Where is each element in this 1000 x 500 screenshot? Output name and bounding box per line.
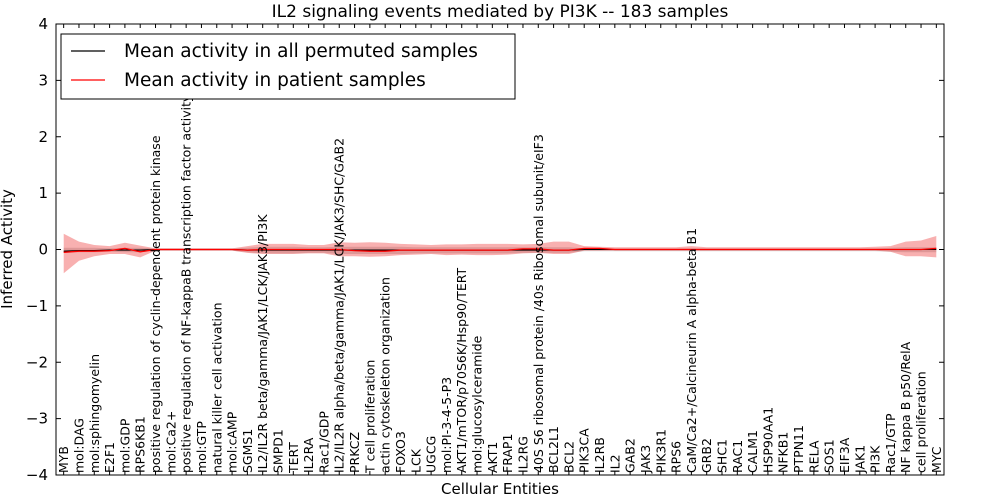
legend-label: Mean activity in all permuted samples xyxy=(124,41,478,62)
x-tick-label: NF kappa B p50/RelA xyxy=(898,341,913,473)
x-tick-label: RAC1 xyxy=(730,440,745,473)
x-tick-label: RELA xyxy=(806,440,821,473)
x-tick-label: cell proliferation xyxy=(914,371,929,473)
y-tick-label: 3 xyxy=(38,71,48,89)
x-tick-label: E2F1 xyxy=(102,442,117,473)
y-tick-label: 4 xyxy=(38,15,48,33)
y-tick-label: 0 xyxy=(38,241,48,259)
y-axis-label: Inferred Activity xyxy=(0,189,16,309)
x-tick-label: SMPD1 xyxy=(271,429,286,473)
x-tick-label: IL2RA xyxy=(301,437,316,473)
x-tick-label: HSP90AA1 xyxy=(760,407,775,473)
x-tick-label: SHC1 xyxy=(715,439,730,473)
legend-box xyxy=(60,33,516,100)
x-tick-label: PI3K xyxy=(868,445,883,473)
x-tick-label: RPS6KB1 xyxy=(133,416,148,473)
x-tick-label: IL2RB xyxy=(592,437,607,473)
x-tick-label: BCL2 xyxy=(561,441,576,473)
x-tick-label: mol:GDP xyxy=(117,418,132,473)
legend: Mean activity in all permuted samples Mea… xyxy=(60,33,516,100)
x-tick-label: positive regulation of NF-kappaB transcr… xyxy=(179,94,194,473)
x-tick-label: RPS6 xyxy=(669,441,684,473)
x-tick-label: actin cytoskeleton organization xyxy=(378,277,393,473)
x-tick-label: mol:Ca2+ xyxy=(163,411,178,473)
x-tick-label: CALM1 xyxy=(745,430,760,473)
x-tick-label: IL2/IL2R beta/gamma/JAK1/LCK/JAK3/PI3K xyxy=(255,214,270,473)
y-tick-label: 2 xyxy=(38,128,48,146)
x-tick-label: UGCG xyxy=(424,436,439,473)
x-tick-label: JAK1 xyxy=(852,445,867,474)
chart-title: IL2 signaling events mediated by PI3K --… xyxy=(272,2,729,22)
x-tick-label: mol:GTP xyxy=(194,421,209,473)
x-tick-label: NFKB1 xyxy=(776,432,791,473)
x-tick-label: MYB xyxy=(56,446,71,473)
x-tick-label: LCK xyxy=(408,448,423,473)
y-tick-label: −4 xyxy=(26,466,48,484)
x-tick-label: EIF3A xyxy=(837,437,852,473)
x-tick-label: Rac1/GTP xyxy=(883,413,898,473)
x-tick-label: CaM/Ca2+/Calcineurin A alpha-beta B1 xyxy=(684,228,699,473)
x-tick-label: IL2/IL2R alpha/beta/gamma/JAK1/LCK/JAK3/… xyxy=(332,138,347,473)
x-tick-label: natural killer cell activation xyxy=(209,302,224,473)
x-tick-label: positive regulation of cyclin-dependent … xyxy=(148,135,163,473)
x-tick-label: JAK3 xyxy=(638,445,653,474)
x-tick-label: IL2 xyxy=(607,454,622,473)
x-tick-label: PIK3CA xyxy=(577,428,592,473)
x-tick-label: AKT1 xyxy=(485,442,500,473)
y-tick-label: −2 xyxy=(26,353,48,371)
x-tick-label: TERT xyxy=(286,442,301,474)
x-tick-label: mol:glucosylceramide xyxy=(470,335,485,473)
x-tick-label: FOXO3 xyxy=(393,431,408,473)
x-tick-label: FRAP1 xyxy=(500,434,515,473)
x-tick-label: mol:cAMP xyxy=(225,411,240,473)
patient-band xyxy=(63,233,937,274)
x-tick-label: GAB2 xyxy=(623,438,638,473)
x-tick-label: SOS1 xyxy=(822,439,837,473)
x-tick-label: mol:sphingomyelin xyxy=(87,354,102,473)
x-tick-label: IL2RG xyxy=(516,436,531,473)
x-tick-label: SGMS1 xyxy=(240,429,255,473)
patient-mean-line xyxy=(63,247,937,253)
x-tick-label: T cell proliferation xyxy=(362,360,377,474)
plot-area: −4 −3 −2 −1 0 1 2 3 4 MYB mol:DAG mol:sphingomyelin… xyxy=(26,15,945,484)
x-tick-label: mol:PI-3-4-5-P3 xyxy=(439,377,454,473)
x-tick-label: AKT1/mTOR/p70S6K/Hsp90/TERT xyxy=(454,267,469,473)
y-tick-label: 1 xyxy=(38,184,48,202)
x-axis-label: Cellular Entities xyxy=(441,480,559,498)
x-tick-label: Rac1/GDP xyxy=(316,411,331,473)
x-tick-label: PIK3R1 xyxy=(653,429,668,473)
x-tick-label: 40S S6 ribosomal protein /40s Ribosomal … xyxy=(531,134,546,473)
x-tick-label: MYC xyxy=(929,446,944,473)
x-tick-label: BCL2L1 xyxy=(546,426,561,473)
x-tick-label: GRB2 xyxy=(699,438,714,473)
legend-label: Mean activity in patient samples xyxy=(124,70,426,91)
y-tick-label: −1 xyxy=(26,297,48,315)
y-tick-label: −3 xyxy=(26,410,48,428)
x-tick-label: mol:DAG xyxy=(72,418,87,473)
x-tick-label: PTPN11 xyxy=(791,425,806,473)
x-tick-label: PRKCZ xyxy=(347,432,362,473)
